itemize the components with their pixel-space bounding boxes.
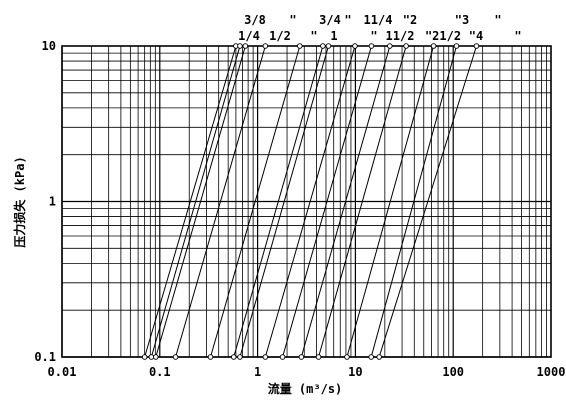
- series-point-9-high: [368, 43, 375, 49]
- size-label-top: "3: [455, 13, 469, 27]
- series-point-14-high: [473, 43, 480, 49]
- x-tick-label: 0.1: [149, 365, 171, 379]
- series-point-13-low: [368, 354, 374, 360]
- series-line-10: [300, 45, 391, 358]
- series-line-8: [264, 45, 356, 358]
- series-line-6: [233, 45, 324, 358]
- series-point-14-low: [376, 354, 382, 360]
- series-point-6-high: [320, 43, 326, 49]
- series-line-14: [378, 45, 477, 358]
- series-point-7-low: [237, 354, 243, 360]
- size-label-bottom: ": [370, 29, 377, 43]
- size-label-top: 3/4: [319, 13, 341, 27]
- series-point-10-low: [298, 354, 305, 360]
- series-point-11-high: [403, 43, 409, 49]
- series-point-5-high: [297, 43, 303, 49]
- series-point-3-low: [153, 354, 159, 360]
- series-point-5-low: [207, 354, 214, 360]
- series-point-7-high: [325, 43, 332, 49]
- y-tick-label: 1: [49, 195, 56, 209]
- series-point-12-low: [344, 354, 350, 360]
- series-point-8-low: [262, 354, 269, 360]
- series-line-13: [370, 45, 457, 358]
- series-point-13-high: [453, 43, 460, 49]
- series-line-12: [346, 45, 435, 358]
- size-label-bottom: 1/4: [238, 29, 260, 43]
- y-tick-label: 10: [42, 39, 56, 53]
- series-point-4-high: [262, 43, 269, 49]
- size-label-top: 11/4: [364, 13, 393, 27]
- x-tick-label: 100: [442, 365, 464, 379]
- series-point-11-low: [315, 354, 322, 360]
- x-tick-label: 10: [348, 365, 362, 379]
- series-line-11: [318, 45, 407, 358]
- series-line-1: [144, 45, 237, 358]
- series-point-8-high: [352, 43, 358, 49]
- series-line-5: [210, 45, 301, 358]
- pipe-size-labels: 3/8 " 3/4 " 11/4 "2 "3 "1/4 1/2 " 1 " 11/2 "21/2 "4 ": [238, 13, 521, 43]
- size-label-bottom: ": [514, 29, 521, 43]
- series-point-12-high: [430, 43, 437, 49]
- plot-frame: [61, 45, 552, 358]
- series-point-2-low: [148, 354, 155, 360]
- size-label-bottom: "4: [469, 29, 483, 43]
- series-line-9: [282, 45, 372, 358]
- x-tick-label: 1: [254, 365, 261, 379]
- series-line-3: [155, 45, 246, 358]
- x-tick-label: 1000: [537, 365, 566, 379]
- series-line-4: [175, 45, 266, 358]
- series-point-3-high: [242, 43, 249, 49]
- series-point-9-low: [279, 354, 286, 360]
- size-label-bottom: 1/2: [269, 29, 291, 43]
- size-label-top: ": [289, 13, 296, 27]
- series-line-7: [239, 45, 329, 358]
- series-markers: [141, 43, 480, 360]
- series-line-2: [150, 45, 241, 358]
- series-point-2-high: [237, 43, 243, 49]
- series-point-4-low: [172, 354, 179, 360]
- size-label-top: "2: [403, 13, 417, 27]
- size-label-top: ": [494, 13, 501, 27]
- size-label-bottom: 1: [330, 29, 337, 43]
- x-axis-label: 流量 (m³/s): [268, 381, 343, 396]
- series-point-10-high: [387, 43, 393, 49]
- series-point-6-low: [230, 354, 237, 360]
- x-tick-label: 0.01: [48, 365, 77, 379]
- size-label-bottom: ": [310, 29, 317, 43]
- size-label-top: ": [344, 13, 351, 27]
- size-label-bottom: "21/2: [425, 29, 461, 43]
- series-lines: [144, 45, 477, 358]
- series-point-1-low: [141, 354, 148, 360]
- size-label-bottom: 11/2: [386, 29, 415, 43]
- size-label-top: 3/8: [244, 13, 266, 27]
- y-tick-label: 0.1: [34, 350, 56, 364]
- y-axis-label: 压力损失 (kPa): [12, 156, 27, 247]
